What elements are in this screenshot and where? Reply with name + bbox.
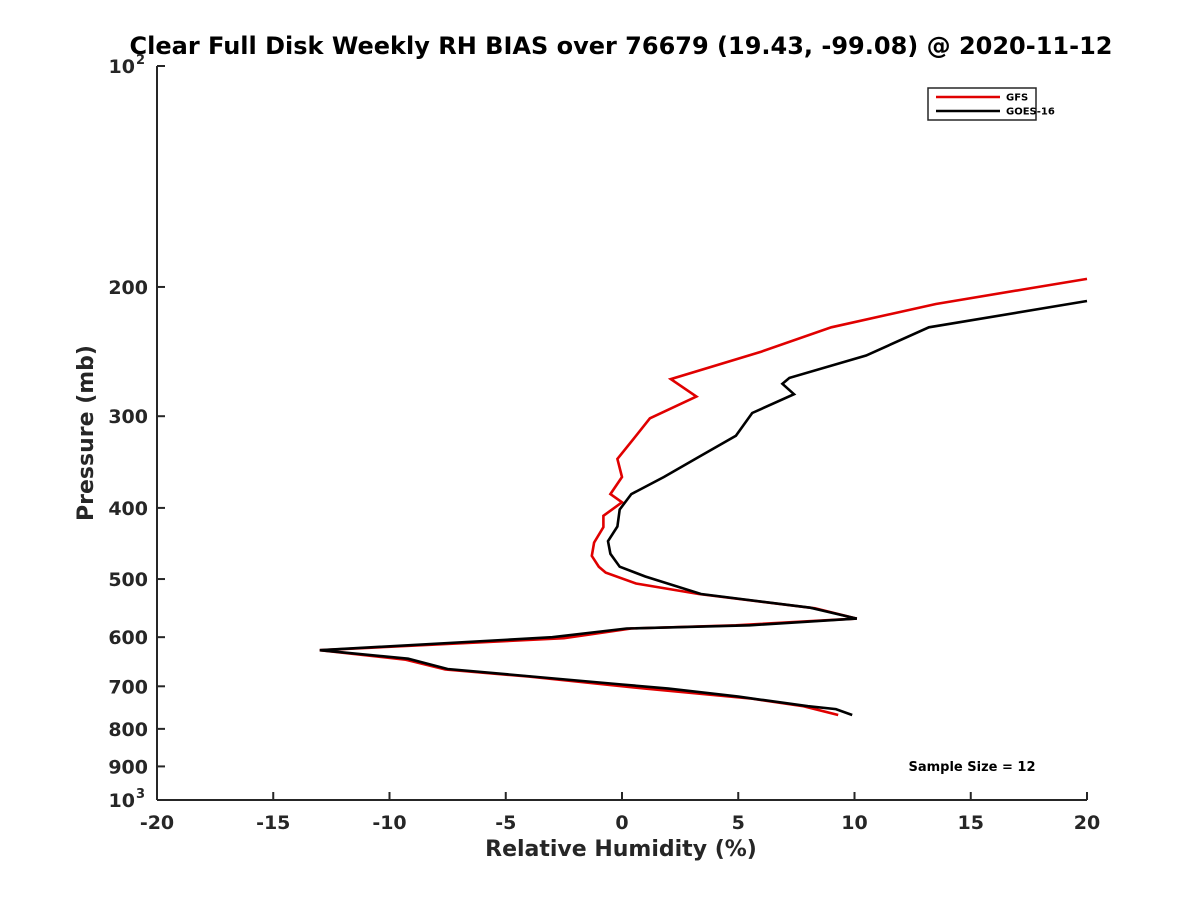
x-tick-label: 10 — [841, 812, 867, 834]
series-line-goes-16 — [319, 299, 1088, 717]
sample-size-annotation: Sample Size = 12 — [908, 760, 1035, 775]
y-tick-label: 700 — [108, 676, 148, 698]
y-tick-label: 10 — [109, 56, 135, 78]
x-tick-label: 0 — [615, 812, 628, 834]
x-tick-label: -10 — [372, 812, 406, 834]
x-tick-label: 20 — [1074, 812, 1100, 834]
legend-label-gfs: GFS — [1006, 93, 1028, 104]
x-tick-label: -15 — [256, 812, 290, 834]
series-lines — [319, 277, 1088, 717]
y-tick-label: 800 — [108, 719, 148, 741]
x-tick-label: -20 — [140, 812, 174, 834]
x-tick-label: 5 — [732, 812, 745, 834]
legend: GFS GOES-16 — [927, 87, 1055, 121]
y-tick-label: 500 — [108, 569, 148, 591]
y-tick-exponent: 2 — [136, 53, 145, 68]
y-tick-label: 900 — [108, 756, 148, 778]
y-tick-label: 10 — [109, 790, 135, 812]
y-tick-label: 400 — [108, 498, 148, 520]
y-axis-label: Pressure (mb) — [74, 345, 99, 521]
y-tick-label: 600 — [108, 627, 148, 649]
x-tick-label: -5 — [495, 812, 516, 834]
x-axis-label: Relative Humidity (%) — [485, 837, 757, 862]
chart-title: Clear Full Disk Weekly RH BIAS over 7667… — [130, 32, 1113, 60]
y-tick-exponent: 3 — [136, 787, 145, 802]
y-tick-label: 300 — [108, 406, 148, 428]
x-axis-ticks: -20 -15 -10 -5 0 5 10 15 20 — [140, 792, 1100, 834]
x-tick-label: 15 — [958, 812, 984, 834]
y-tick-label: 200 — [108, 277, 148, 299]
plot-axes — [156, 66, 1087, 801]
legend-box — [927, 87, 1037, 121]
legend-label-goes-16: GOES-16 — [1006, 107, 1055, 118]
series-line-gfs — [319, 277, 1088, 717]
